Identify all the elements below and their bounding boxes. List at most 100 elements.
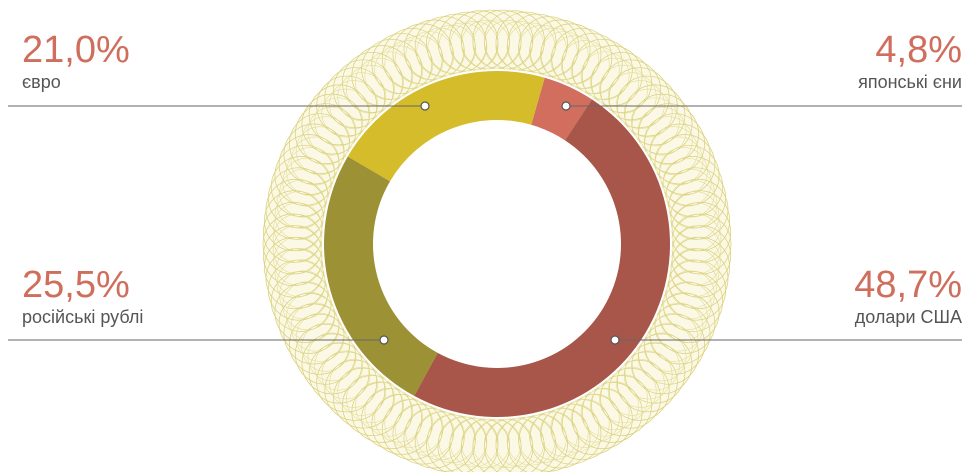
deco-loop: [461, 419, 510, 468]
deco-loop: [506, 22, 556, 72]
value-label: 4,8%: [875, 29, 962, 71]
deco-loop: [449, 418, 499, 467]
category-label: російські рублі: [22, 307, 143, 327]
deco-loop: [337, 72, 387, 121]
deco-loop: [414, 410, 476, 472]
deco-loop: [314, 97, 363, 147]
labels: 4,8%японські єни 48,7%долари США 25,5%росі…: [8, 29, 962, 345]
deco-loop: [273, 202, 323, 252]
deco-loop: [321, 350, 371, 400]
donut-bg: [322, 69, 672, 419]
deco-loop: [282, 157, 332, 207]
deco-loop: [649, 126, 699, 175]
deco-loop: [307, 106, 357, 156]
deco-loop: [529, 19, 591, 81]
deco-loop: [351, 382, 413, 443]
deco-loop: [414, 16, 476, 78]
deco-loop: [672, 213, 722, 263]
category-label: євро: [22, 72, 61, 92]
deco-loop: [518, 410, 580, 472]
deco-loop: [295, 313, 345, 362]
deco-loop: [662, 281, 712, 331]
deco-loop: [624, 342, 686, 404]
deco-loop: [560, 399, 610, 448]
deco-loop: [560, 40, 610, 89]
deco-loop: [590, 381, 639, 431]
deco-loop: [616, 80, 665, 129]
category-label: японські єни: [858, 72, 962, 92]
deco-loop: [643, 322, 693, 372]
deco-loop: [659, 292, 708, 341]
deco-loop: [571, 45, 620, 95]
deco-loop: [282, 281, 332, 331]
deco-loop: [384, 399, 434, 448]
deco-loop: [580, 387, 630, 437]
deco-loop: [631, 97, 680, 147]
marker: [610, 335, 620, 345]
deco-loop: [662, 157, 712, 207]
deco-loop: [286, 292, 335, 341]
deco-loop: [631, 341, 680, 391]
deco-loop: [484, 20, 533, 69]
deco-loop: [346, 64, 395, 114]
deco-loop: [550, 35, 600, 85]
deco-loop: [403, 407, 465, 469]
deco-loop: [638, 103, 699, 165]
deco-loop: [472, 419, 522, 469]
deco-loop: [374, 393, 423, 443]
deco-loop: [279, 168, 328, 218]
deco-loop: [571, 393, 620, 443]
slice: [414, 99, 670, 417]
deco-loop: [529, 407, 591, 469]
deco-loop: [608, 359, 670, 421]
deco-loop: [495, 21, 545, 70]
deco-loop: [484, 419, 533, 468]
deco-loop: [599, 374, 648, 424]
deco-loop: [286, 147, 335, 196]
deco-loop: [668, 179, 718, 229]
deco-loop: [324, 67, 386, 129]
deco-loop: [394, 35, 444, 85]
deco-loop: [355, 381, 404, 431]
deco-loop: [272, 225, 322, 275]
deco-loop: [517, 414, 567, 464]
deco-loop: [295, 126, 345, 175]
deco-loop: [539, 31, 589, 80]
deco-loop: [274, 191, 324, 240]
deco-loop: [580, 51, 630, 101]
deco-loop: [405, 408, 455, 457]
deco-loop: [438, 416, 488, 466]
deco-loop: [427, 24, 477, 74]
deco-loop: [405, 31, 455, 80]
deco-loop: [364, 387, 414, 437]
deco-loop: [637, 106, 687, 156]
deco-loop: [276, 259, 326, 309]
deco-loop: [666, 270, 715, 320]
marker: [379, 335, 389, 345]
deco-loop: [607, 367, 657, 416]
deco-loop: [607, 72, 657, 121]
deco-loop: [670, 248, 720, 297]
deco-loop: [624, 84, 686, 146]
deco-loop: [314, 341, 363, 391]
deco-loop: [384, 40, 434, 89]
deco-loop: [671, 202, 721, 252]
deco-loop: [600, 59, 661, 121]
deco-loop: [374, 45, 423, 95]
deco-loop: [449, 21, 499, 70]
deco-loop: [616, 359, 665, 408]
deco-loop: [529, 27, 578, 77]
deco-loop: [672, 225, 722, 275]
deco-loop: [438, 22, 488, 72]
deco-loop: [329, 80, 378, 129]
deco-loop: [518, 16, 580, 78]
deco-loop: [637, 332, 687, 382]
marker: [420, 101, 430, 111]
deco-loop: [301, 116, 351, 166]
deco-loop: [270, 156, 332, 217]
value-label: 21,0%: [22, 29, 130, 71]
deco-loop: [403, 19, 465, 81]
deco-loop: [272, 213, 322, 263]
slice: [347, 71, 545, 182]
deco-loop: [670, 191, 720, 240]
